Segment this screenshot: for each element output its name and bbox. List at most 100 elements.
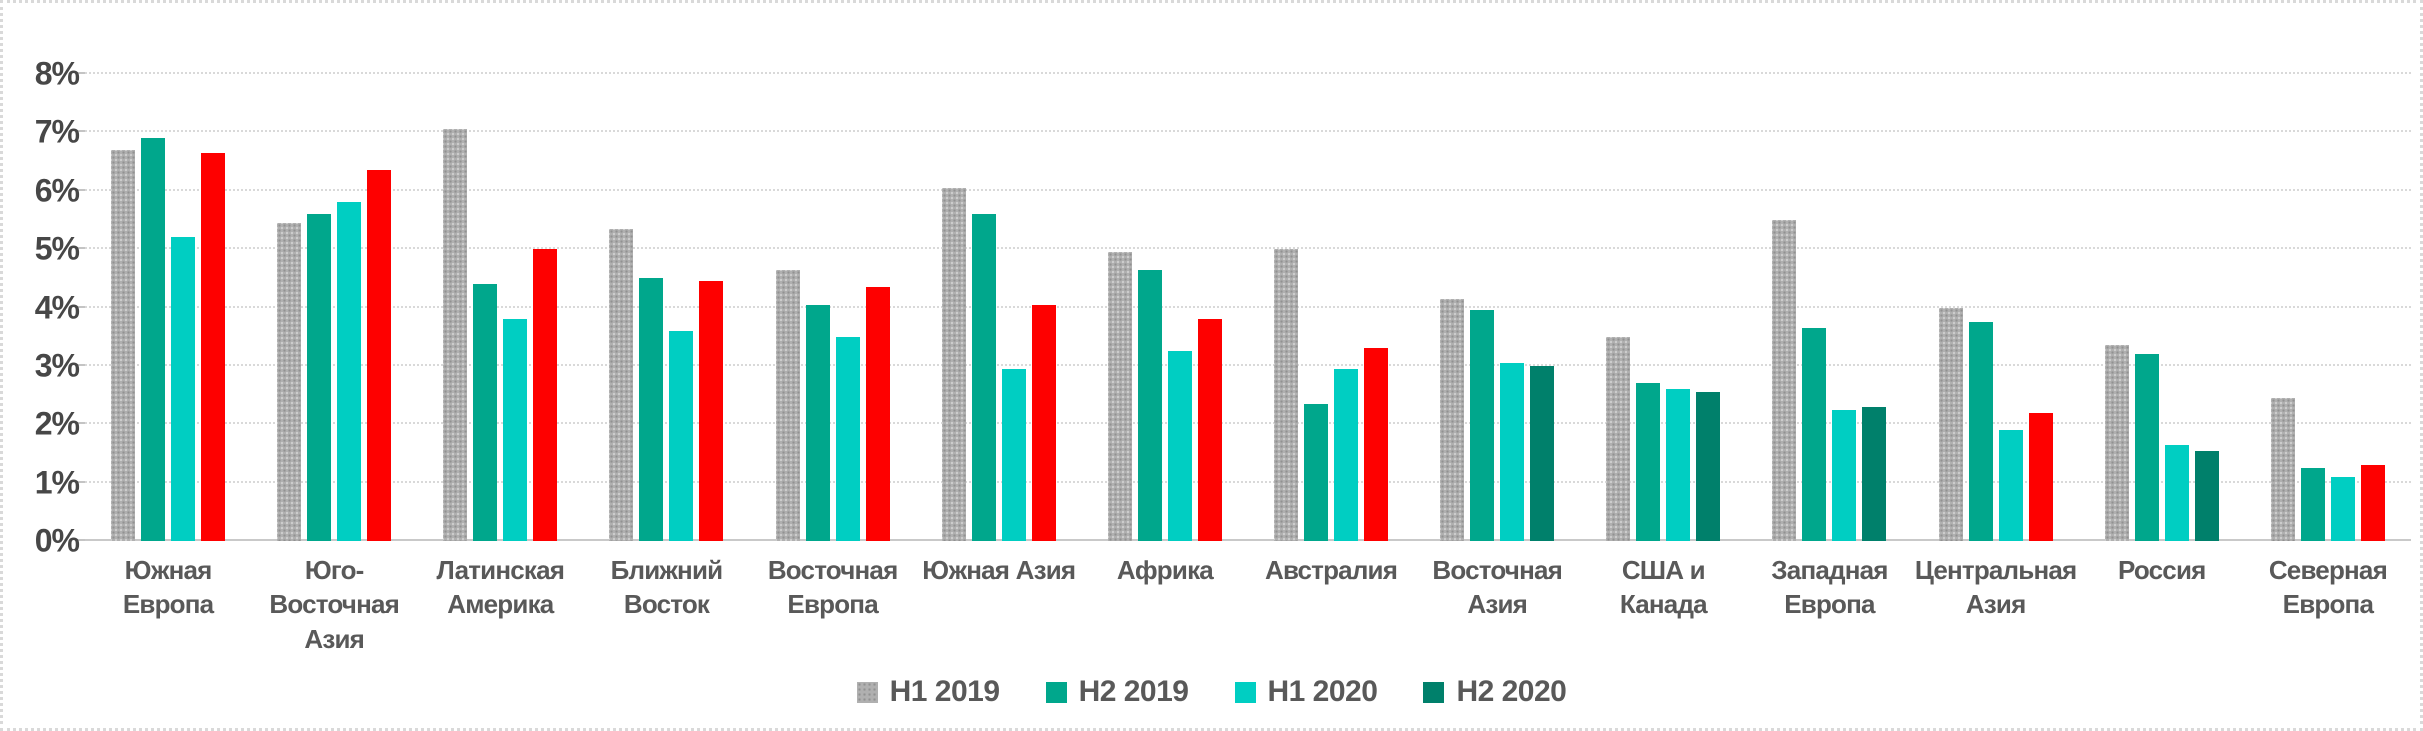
bar-h1-2020[interactable] [2330, 476, 2355, 541]
bar-group [2245, 74, 2411, 541]
bar-h2-2019[interactable] [1968, 322, 1993, 541]
bar-h2-2020[interactable] [2028, 412, 2053, 541]
bar-h2-2020[interactable] [201, 152, 226, 541]
bar-h1-2019[interactable] [443, 129, 468, 541]
y-axis-tick [76, 72, 85, 74]
y-axis-tick-label: 2% [34, 405, 80, 442]
legend-item-h2-2019[interactable]: H2 2019 [1045, 675, 1189, 709]
x-axis-category-label: Южная Азия [922, 555, 1076, 585]
legend-swatch-icon [856, 681, 878, 703]
bar-group [1913, 74, 2079, 541]
bar-h1-2020[interactable] [1167, 351, 1192, 541]
legend-label: H1 2020 [1267, 675, 1378, 708]
bar-h1-2019[interactable] [1938, 307, 1963, 541]
bar-h1-2019[interactable] [775, 269, 800, 541]
y-axis-tick-label: 0% [34, 522, 80, 559]
y-axis-tick-label: 4% [34, 289, 80, 325]
bar-h2-2020[interactable] [2194, 450, 2219, 541]
bar-h2-2019[interactable] [1470, 310, 1495, 541]
legend-label: H1 2019 [889, 675, 1000, 708]
x-axis-category-label: Ближний Восток [610, 555, 724, 620]
bar-h1-2019[interactable] [2104, 345, 2129, 541]
bar-h1-2019[interactable] [941, 187, 966, 541]
bar-h2-2020[interactable] [1364, 348, 1389, 541]
bar-h2-2019[interactable] [2300, 468, 2325, 541]
bar-h1-2020[interactable] [171, 237, 196, 541]
bar-group [85, 74, 251, 541]
bar-h1-2020[interactable] [1334, 368, 1359, 541]
gridline-8% [85, 72, 2411, 74]
bar-h1-2019[interactable] [1606, 336, 1631, 541]
bar-h1-2019[interactable] [609, 228, 634, 541]
bar-group [1248, 74, 1414, 541]
x-axis-category-label: Восточная Азия [1432, 555, 1563, 620]
bar-h1-2020[interactable] [337, 202, 362, 541]
plot-area [76, 72, 2411, 541]
legend-swatch-icon [1045, 681, 1067, 703]
bar-group [750, 74, 916, 541]
bar-h2-2019[interactable] [971, 214, 996, 541]
bar-h2-2020[interactable] [1197, 319, 1222, 541]
bar-h1-2020[interactable] [2164, 444, 2189, 541]
x-axis-category-label: Центральная Азия [1914, 555, 2077, 620]
bar-h2-2019[interactable] [307, 214, 332, 541]
bar-group [2079, 74, 2245, 541]
bar-h2-2020[interactable] [367, 170, 392, 541]
bar-h1-2019[interactable] [2270, 397, 2295, 541]
bar-h1-2020[interactable] [1998, 430, 2023, 541]
y-axis-tick-label: 1% [34, 464, 80, 501]
legend-item-h1-2019[interactable]: H1 2019 [856, 675, 1000, 709]
bar-h2-2020[interactable] [1696, 392, 1721, 541]
bar-h1-2020[interactable] [1001, 368, 1026, 541]
legend: H1 2019 H2 2019 H1 2020 H2 2020 [3, 675, 2420, 709]
bar-h2-2019[interactable] [639, 278, 664, 541]
gridline-6% [85, 188, 2411, 191]
bar-h1-2020[interactable] [1666, 389, 1691, 541]
bar-h2-2020[interactable] [2360, 465, 2385, 541]
gridline-5% [85, 247, 2411, 250]
bar-h1-2019[interactable] [277, 222, 302, 541]
y-axis-tick-label: 6% [34, 172, 80, 209]
gridline-2% [85, 422, 2411, 425]
bar-h1-2020[interactable] [835, 336, 860, 541]
bar-h2-2020[interactable] [1530, 365, 1555, 541]
bar-h1-2019[interactable] [1772, 219, 1797, 541]
gridline-3% [85, 363, 2411, 366]
bar-h2-2019[interactable] [1636, 383, 1661, 541]
x-axis-category-label: Россия [2118, 555, 2206, 585]
bar-h2-2019[interactable] [2134, 354, 2159, 541]
y-axis-tick-label: 5% [34, 230, 80, 267]
y-axis-tick [76, 247, 85, 250]
bar-h1-2019[interactable] [1274, 249, 1299, 541]
bar-h2-2020[interactable] [1862, 406, 1887, 541]
bar-group [1414, 74, 1580, 541]
bar-h2-2019[interactable] [1802, 327, 1827, 541]
y-axis-tick [76, 363, 85, 366]
legend-item-h1-2020[interactable]: H1 2020 [1234, 675, 1378, 709]
bar-h2-2019[interactable] [805, 304, 830, 541]
bar-group [916, 74, 1082, 541]
bar-h1-2020[interactable] [1500, 362, 1525, 541]
legend-label: H2 2020 [1456, 675, 1567, 708]
bar-h2-2019[interactable] [1137, 269, 1162, 541]
bar-h2-2019[interactable] [1304, 403, 1329, 541]
bar-h1-2019[interactable] [1440, 298, 1465, 541]
bar-h2-2020[interactable] [1031, 304, 1056, 541]
bar-group [1082, 74, 1248, 541]
y-axis-tick-label: 7% [34, 113, 80, 150]
bar-h1-2020[interactable] [503, 319, 528, 541]
bar-h1-2020[interactable] [1832, 409, 1857, 541]
gridline-7% [85, 130, 2411, 133]
bar-h2-2019[interactable] [141, 138, 166, 541]
bar-h2-2020[interactable] [865, 287, 890, 541]
bars-layer [85, 74, 2411, 541]
bar-h1-2019[interactable] [111, 149, 136, 541]
bar-h2-2020[interactable] [533, 249, 558, 541]
bar-h2-2019[interactable] [473, 284, 498, 541]
legend-item-h2-2020[interactable]: H2 2020 [1423, 675, 1567, 709]
bar-h1-2020[interactable] [669, 330, 694, 541]
y-axis-tick [76, 305, 85, 308]
x-axis-category-label: Северная Европа [2268, 555, 2388, 620]
bar-h2-2020[interactable] [699, 281, 724, 541]
bar-h1-2019[interactable] [1107, 252, 1132, 541]
